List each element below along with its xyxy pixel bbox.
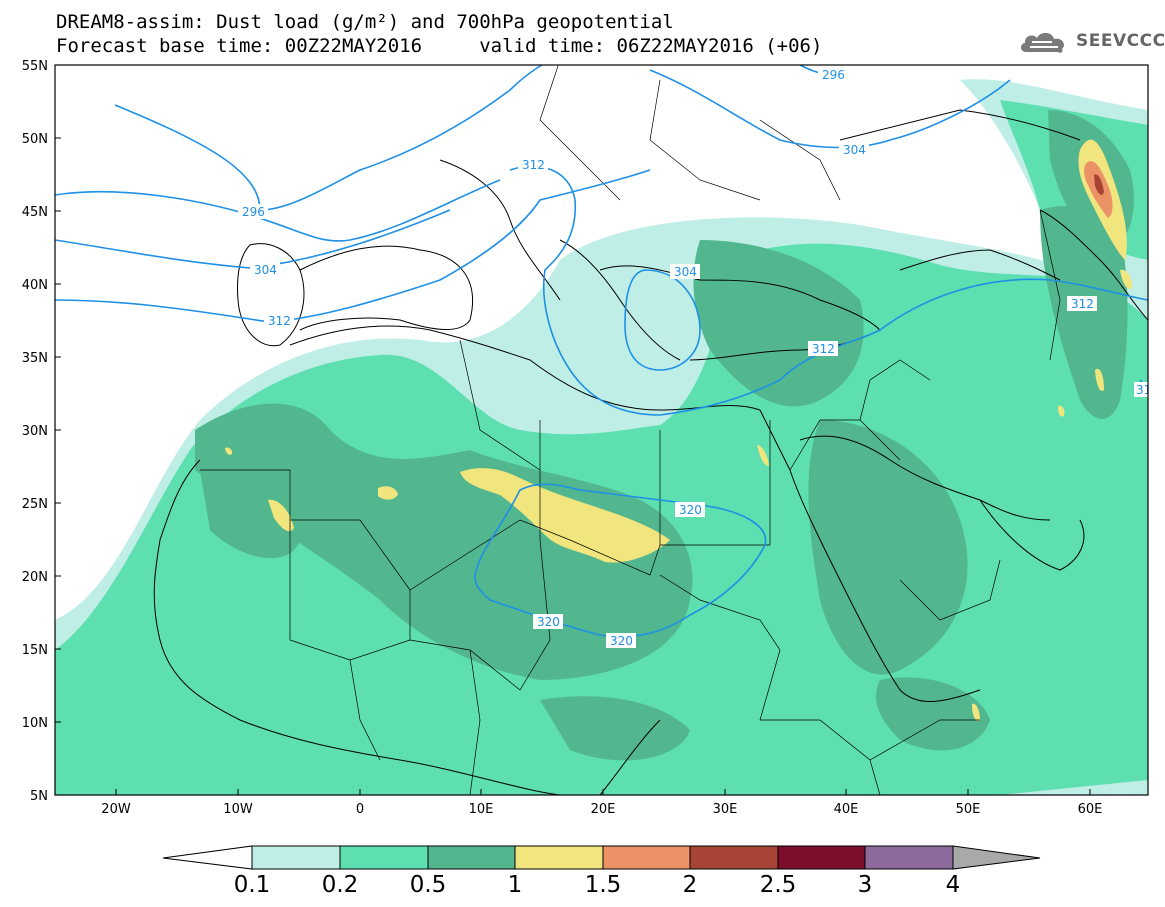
colorbar-segment xyxy=(777,845,866,870)
contour-label: 304 xyxy=(843,143,866,157)
colorbar-segment xyxy=(514,845,604,870)
lon-label-10w: 10W xyxy=(223,802,253,817)
lon-label-20w: 20W xyxy=(101,802,131,817)
colorbar-segment xyxy=(251,845,341,870)
lat-label-5n: 5N xyxy=(30,789,48,804)
seevccc-logo: SEEVCCC xyxy=(1018,28,1165,58)
colorbar-label: 0.5 xyxy=(409,872,447,898)
colorbar-segment xyxy=(689,845,779,870)
colorbar-label: 0.2 xyxy=(321,872,359,898)
colorbar-segment xyxy=(864,845,954,870)
dust-0.5-layer xyxy=(195,110,1134,761)
lon-label-10e: 10E xyxy=(469,802,494,817)
colorbar-label: 0.1 xyxy=(233,872,271,898)
lat-label-45n: 45N xyxy=(22,205,48,220)
colorbar xyxy=(162,845,1041,870)
contour-label: 296 xyxy=(822,68,845,82)
contour-label: 312 xyxy=(812,342,835,356)
logo-text: SEEVCCC xyxy=(1076,31,1165,51)
lat-label-30n: 30N xyxy=(22,424,48,439)
title-line2: Forecast base time: 00Z22MAY2016 valid t… xyxy=(56,35,823,57)
contour-labels: 296 304 296 312 304 312 304 312 312 320 … xyxy=(238,67,1151,648)
coastlines xyxy=(153,109,1148,795)
colorbar-label: 3 xyxy=(857,872,873,898)
colorbar-segment xyxy=(339,845,429,870)
contour-label: 320 xyxy=(537,615,560,629)
contour-label: 312 xyxy=(522,158,545,172)
colorbar-label: 2.5 xyxy=(759,872,797,898)
colorbar-label: 1.5 xyxy=(584,872,622,898)
lon-label-0: 0 xyxy=(356,802,364,817)
colorbar-label: 2 xyxy=(682,872,698,898)
colorbar-low-arrow xyxy=(162,845,253,870)
lon-label-40e: 40E xyxy=(834,802,859,817)
colorbar-label: 4 xyxy=(945,872,961,898)
lat-label-25n: 25N xyxy=(22,497,48,512)
lon-label-30e: 30E xyxy=(713,802,738,817)
title-line1: DREAM8-assim: Dust load (g/m²) and 700hP… xyxy=(56,11,674,33)
contour-label: 31 xyxy=(1136,383,1151,397)
lat-label-55n: 55N xyxy=(22,59,48,74)
contour-label: 312 xyxy=(1071,297,1094,311)
dust-2.0-layer xyxy=(1094,174,1104,195)
contour-label: 296 xyxy=(242,205,265,219)
contour-label: 320 xyxy=(610,634,633,648)
lon-label-50e: 50E xyxy=(956,802,981,817)
lat-label-10n: 10N xyxy=(22,716,48,731)
contour-label: 304 xyxy=(674,265,697,279)
lon-label-20e: 20E xyxy=(591,802,616,817)
lat-label-50n: 50N xyxy=(22,132,48,147)
colorbar-segment xyxy=(427,845,516,870)
contour-label: 320 xyxy=(679,503,702,517)
lon-label-60e: 60E xyxy=(1078,802,1103,817)
latitude-axis xyxy=(55,64,61,796)
lat-label-40n: 40N xyxy=(22,278,48,293)
country-borders xyxy=(200,65,1061,795)
cloud-icon xyxy=(1020,32,1065,53)
lat-label-20n: 20N xyxy=(22,570,48,585)
lat-label-35n: 35N xyxy=(22,351,48,366)
colorbar-high-arrow xyxy=(952,845,1041,870)
lat-label-15n: 15N xyxy=(22,643,48,658)
longitude-axis xyxy=(115,789,1091,795)
contour-label: 312 xyxy=(268,314,291,328)
colorbar-label: 1 xyxy=(507,872,523,898)
contour-label: 304 xyxy=(254,263,277,277)
colorbar-segment xyxy=(602,845,691,870)
